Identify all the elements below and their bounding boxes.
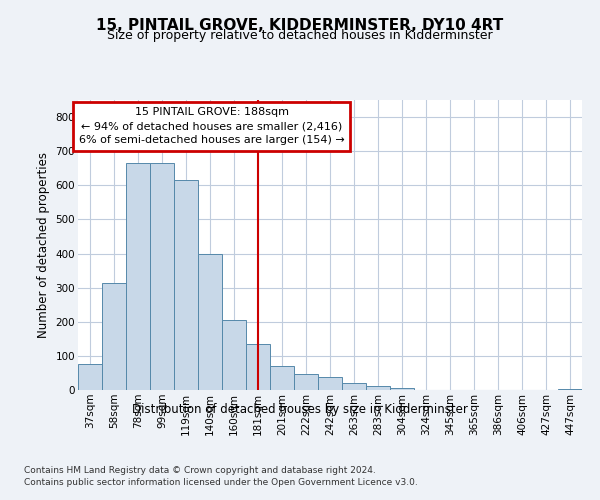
Bar (318, 378, 342, 390)
Bar (294, 374, 318, 390)
Bar (390, 388, 414, 390)
Y-axis label: Number of detached properties: Number of detached properties (37, 152, 50, 338)
Bar (78, 364, 102, 390)
Bar (366, 386, 390, 390)
Bar (150, 163, 174, 390)
Bar (246, 344, 270, 390)
Text: Size of property relative to detached houses in Kidderminster: Size of property relative to detached ho… (107, 29, 493, 42)
Text: Contains HM Land Registry data © Crown copyright and database right 2024.: Contains HM Land Registry data © Crown c… (24, 466, 376, 475)
Text: Distribution of detached houses by size in Kidderminster: Distribution of detached houses by size … (132, 402, 468, 415)
Bar (174, 180, 198, 390)
Text: 15, PINTAIL GROVE, KIDDERMINSTER, DY10 4RT: 15, PINTAIL GROVE, KIDDERMINSTER, DY10 4… (97, 18, 503, 32)
Text: 15 PINTAIL GROVE: 188sqm
← 94% of detached houses are smaller (2,416)
6% of semi: 15 PINTAIL GROVE: 188sqm ← 94% of detach… (79, 108, 344, 146)
Bar (222, 320, 246, 390)
Bar (126, 163, 150, 390)
Bar (270, 366, 294, 390)
Text: Contains public sector information licensed under the Open Government Licence v3: Contains public sector information licen… (24, 478, 418, 487)
Bar (342, 383, 366, 390)
Bar (558, 389, 582, 390)
Bar (102, 282, 126, 390)
Bar (198, 254, 222, 390)
